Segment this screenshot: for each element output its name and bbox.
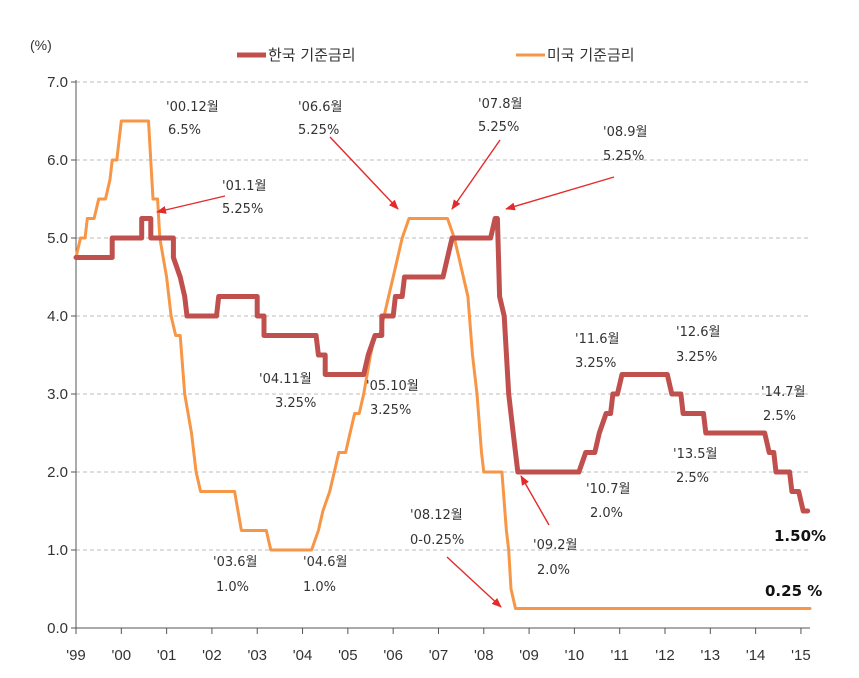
x-tick-label: '99 — [66, 647, 86, 664]
annotation-01-1-date: '01.1월 — [222, 179, 266, 194]
annotation-08-12-rate: 0-0.25% — [410, 533, 464, 548]
annotation-05-10: '05.10월 3.25% — [366, 379, 419, 418]
annotation-14-7-date: '14.7월 — [761, 385, 805, 400]
annotation-12-6: '12.6월 3.25% — [676, 325, 720, 365]
annotation-01-1: '01.1월 5.25% — [222, 179, 266, 217]
annotation-09-2-date: '09.2월 — [533, 538, 577, 553]
end-label-us: 0.25 % — [765, 582, 822, 600]
annotation-01-1-rate: 5.25% — [222, 202, 263, 217]
annotation-09-2-rate: 2.0% — [537, 563, 570, 578]
arrow-01-1 — [156, 195, 226, 214]
annotation-07-8-date: '07.8월 — [478, 97, 522, 112]
annotation-14-7-rate: 2.5% — [763, 409, 796, 424]
annotation-04-11-date: '04.11월 — [259, 372, 312, 387]
annotation-08-12-date: '08.12월 — [410, 508, 463, 523]
y-unit-label: (%) — [30, 37, 52, 53]
annotation-13-5-rate: 2.5% — [676, 471, 709, 486]
y-tick-label: 0.0 — [47, 620, 68, 637]
y-tick-label: 4.0 — [47, 308, 68, 325]
series — [73, 119, 812, 610]
annotation-13-5-date: '13.5월 — [673, 447, 717, 462]
annotation-06-6-date: '06.6월 — [298, 100, 342, 115]
y-tick-label: 3.0 — [47, 386, 68, 403]
x-tick-label: '03 — [247, 647, 267, 664]
x-tick-label: '06 — [383, 647, 403, 664]
annotation-10-7-rate: 2.0% — [590, 506, 623, 521]
annotation-03-6-rate: 1.0% — [216, 580, 249, 595]
annotation-08-12: '08.12월 0-0.25% — [410, 508, 464, 548]
annotations: '00.12월 6.5% '01.1월 5.25% '06.6월 5.25% '… — [166, 97, 805, 595]
x-tick-label: '01 — [157, 647, 177, 664]
annotation-arrows — [156, 136, 615, 608]
arrow-06-6 — [329, 136, 399, 210]
y-tick-label: 7.0 — [47, 74, 68, 91]
annotation-04-6-date: '04.6월 — [303, 555, 347, 570]
series-line-korea — [73, 216, 811, 514]
y-tick-label: 2.0 — [47, 464, 68, 481]
annotation-10-7-date: '10.7월 — [586, 482, 630, 497]
annotation-12-6-date: '12.6월 — [676, 325, 720, 340]
annotation-05-10-rate: 3.25% — [370, 403, 411, 418]
x-tick-label: '04 — [293, 647, 313, 664]
x-tick-label: '00 — [112, 647, 132, 664]
annotation-04-11: '04.11월 3.25% — [259, 372, 316, 411]
arrow-08-12 — [446, 556, 502, 608]
legend-label-korea: 한국 기준금리 — [268, 46, 356, 64]
annotation-11-6-date: '11.6월 — [575, 332, 619, 347]
x-tick-label: '11 — [610, 647, 628, 664]
annotation-03-6: '03.6월 1.0% — [213, 555, 257, 595]
x-tick-label: '13 — [701, 647, 721, 664]
annotation-00-12: '00.12월 6.5% — [166, 100, 219, 138]
legend-label-us: 미국 기준금리 — [547, 46, 635, 64]
x-tick-label: '02 — [202, 647, 222, 664]
y-tick-label: 1.0 — [47, 542, 68, 559]
annotation-06-6: '06.6월 5.25% — [298, 100, 342, 138]
annotation-11-6: '11.6월 3.25% — [575, 332, 619, 371]
annotation-14-7: '14.7월 2.5% — [761, 385, 805, 424]
x-tick-label: '15 — [791, 647, 811, 664]
x-tick-label: '14 — [746, 647, 766, 664]
x-tick-label: '07 — [429, 647, 449, 664]
annotation-07-8-rate: 5.25% — [478, 120, 519, 135]
x-tick-label: '08 — [474, 647, 494, 664]
annotation-10-7: '10.7월 2.0% — [586, 482, 630, 521]
x-tick-label: '09 — [519, 647, 539, 664]
y-tick-label: 6.0 — [47, 152, 68, 169]
annotation-00-12-rate: 6.5% — [168, 123, 201, 138]
x-tick-label: '10 — [565, 647, 585, 664]
y-tick-label: 5.0 — [47, 230, 68, 247]
arrow-09-2 — [520, 475, 550, 526]
end-label-korea: 1.50% — [774, 527, 826, 545]
annotation-04-6: '04.6월 1.0% — [303, 555, 347, 595]
annotation-04-11-rate: 3.25% — [275, 396, 316, 411]
annotation-04-6-rate: 1.0% — [303, 580, 336, 595]
arrow-07-8 — [451, 139, 501, 210]
annotation-09-2: '09.2월 2.0% — [533, 538, 577, 578]
x-tick-label: '05 — [338, 647, 358, 664]
series-line-us — [74, 119, 812, 610]
annotation-12-6-rate: 3.25% — [676, 350, 717, 365]
annotation-07-8: '07.8월 5.25% — [478, 97, 522, 135]
arrow-08-9 — [505, 176, 615, 211]
axes: 0.0 1.0 2.0 3.0 4.0 5.0 6.0 7.0 '99 '00 '01 '02 '03 '… — [47, 74, 811, 664]
annotation-08-9: '08.9월 5.25% — [603, 125, 647, 164]
annotation-06-6-rate: 5.25% — [298, 123, 339, 138]
annotation-08-9-rate: 5.25% — [603, 149, 644, 164]
annotation-03-6-date: '03.6월 — [213, 555, 257, 570]
annotation-11-6-rate: 3.25% — [575, 356, 616, 371]
legend: 한국 기준금리 미국 기준금리 — [237, 46, 635, 64]
annotation-13-5: '13.5월 2.5% — [673, 447, 717, 486]
annotation-00-12-date: '00.12월 — [166, 100, 219, 115]
annotation-08-9-date: '08.9월 — [603, 125, 647, 140]
x-tick-label: '12 — [655, 647, 675, 664]
annotation-05-10-date: '05.10월 — [366, 379, 419, 394]
